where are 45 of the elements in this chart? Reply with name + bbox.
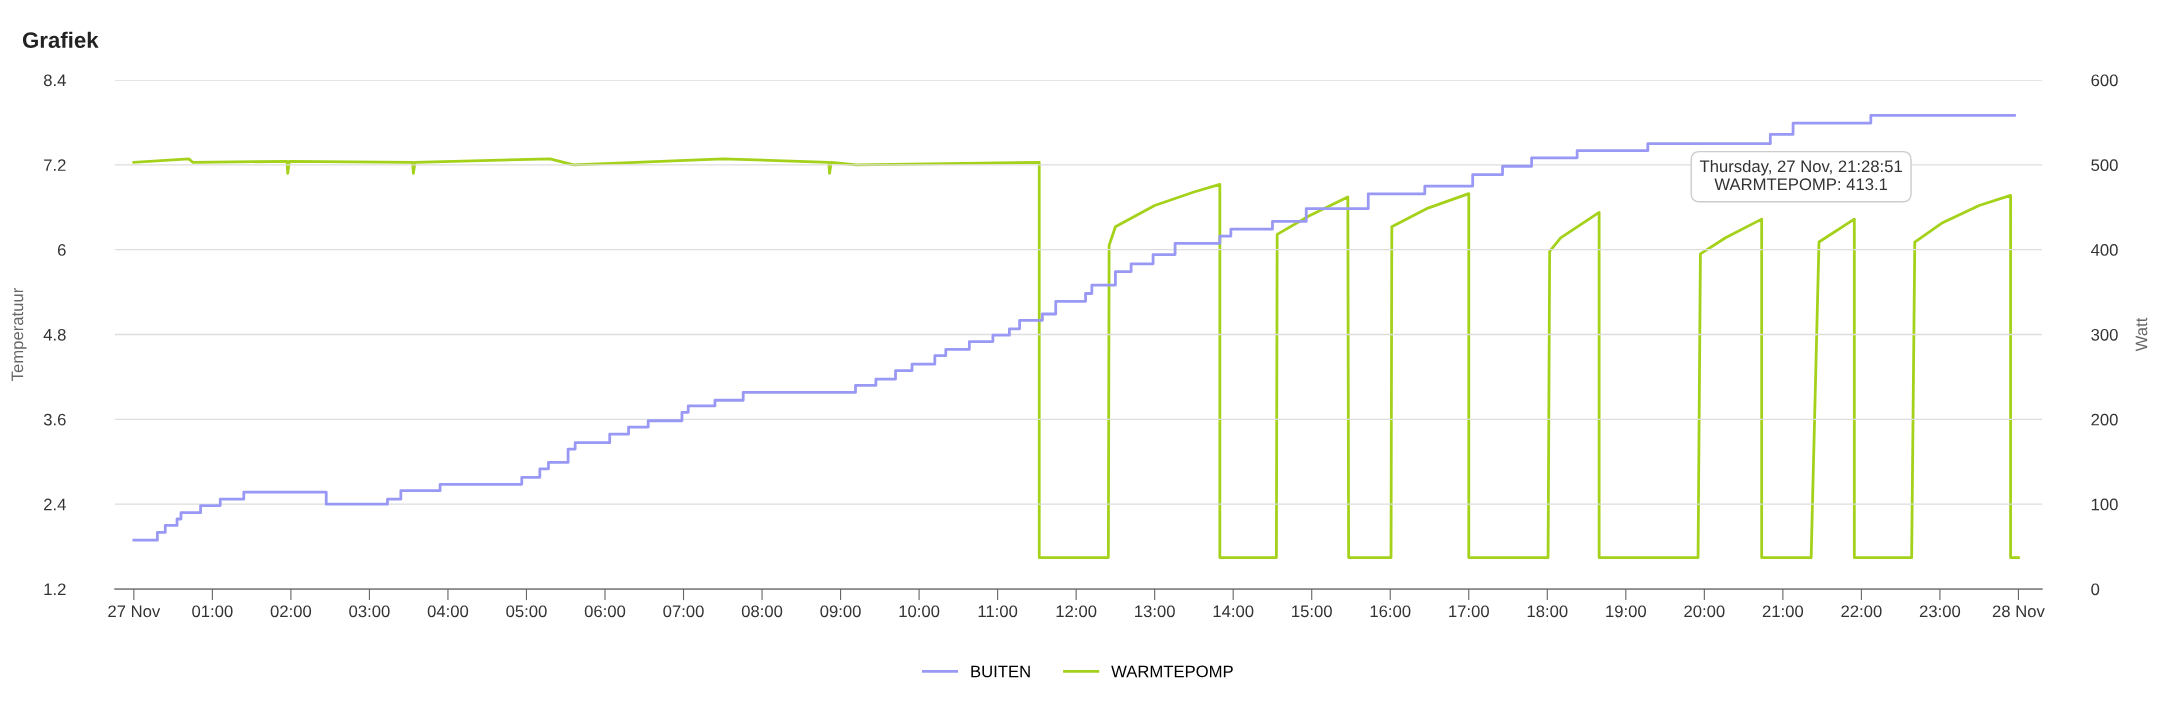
x-tick-label: 08:00 (741, 605, 783, 618)
x-tick-label: 19:00 (1606, 605, 1647, 618)
x-tick-label: 14:00 (1213, 605, 1254, 618)
y2-tick-label: 600 (2091, 74, 2118, 87)
x-tick-label: 02:00 (270, 605, 312, 618)
x-tick-label: 20:00 (1684, 605, 1725, 618)
y-tick-label: 1.2 (44, 583, 66, 596)
y-tick-label: 2.4 (44, 498, 66, 511)
x-tick-label: 01:00 (192, 605, 233, 618)
y-tick-label: 8.4 (43, 74, 66, 87)
x-tick-label: 11:00 (978, 605, 1018, 618)
x-tick-label: 15:00 (1292, 605, 1332, 618)
x-tick-label: 04:00 (427, 605, 469, 618)
x-tick-label: 10:00 (899, 605, 940, 618)
legend-label: WARMTEPOMP (1111, 665, 1233, 678)
x-tick-label: 05:00 (506, 605, 547, 618)
y-tick-label: 4.8 (43, 328, 66, 341)
y2-tick-label: 400 (2090, 244, 2118, 256)
y2-tick-label: 0 (2091, 583, 2100, 596)
y-tick-label: 6 (57, 244, 66, 256)
y2-axis-title: Watt (2135, 317, 2148, 352)
y2-tick-label: 200 (2091, 413, 2118, 426)
x-tick-label: 06:00 (584, 605, 626, 618)
x-tick-label: 13:00 (1135, 605, 1175, 618)
x-tick-label: 21:00 (1762, 605, 1804, 618)
x-tick-label: 09:00 (820, 605, 861, 618)
x-tick-label: 12:00 (1056, 605, 1097, 618)
chart-title: Grafiek (22, 31, 99, 48)
y2-tick-label: 500 (2091, 159, 2118, 172)
y2-tick-label: 100 (2091, 498, 2118, 511)
y-axis-title: Temperatuur (11, 287, 27, 381)
x-tick-label: 22:00 (1841, 605, 1882, 618)
x-tick-label: 23:00 (1919, 605, 1961, 618)
y2-tick-label: 300 (2091, 328, 2118, 341)
x-tick-label: 28 Nov (1992, 605, 2045, 618)
x-tick-label: 16:00 (1370, 605, 1411, 618)
x-tick-label: 27 Nov (108, 605, 161, 618)
x-tick-label: 07:00 (663, 605, 704, 618)
annotation: Thursday, 27 Nov, 21:28:51 WARMTEPOMP: 413.1 (1699, 159, 1902, 191)
x-tick-label: 18:00 (1527, 605, 1568, 618)
x-tick-label: 03:00 (349, 605, 390, 618)
y-tick-label: 3.6 (43, 413, 66, 426)
legend-label: BUITEN (971, 665, 1030, 678)
y-tick-label: 7.2 (44, 159, 66, 171)
x-tick-label: 17:00 (1449, 605, 1489, 618)
